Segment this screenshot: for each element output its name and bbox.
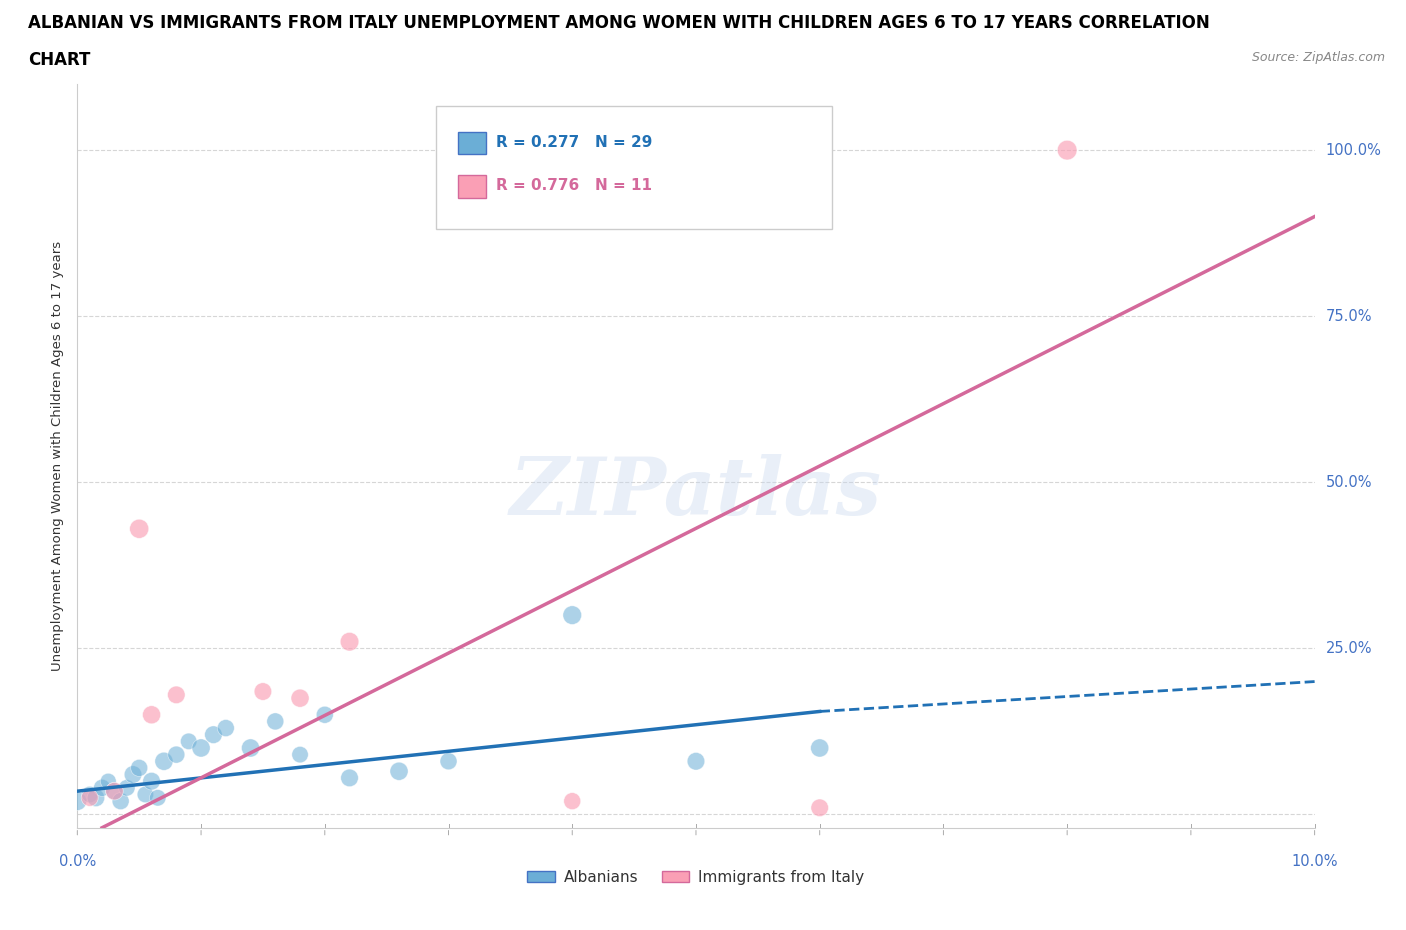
- Point: [146, 790, 169, 805]
- Point: [134, 787, 156, 802]
- Text: CHART: CHART: [28, 51, 90, 69]
- Text: 0.0%: 0.0%: [59, 855, 96, 870]
- Legend: Albanians, Immigrants from Italy: Albanians, Immigrants from Italy: [522, 864, 870, 891]
- Point: [97, 774, 120, 789]
- Point: [202, 727, 225, 742]
- Point: [79, 787, 101, 802]
- Text: ZIPatlas: ZIPatlas: [510, 454, 882, 532]
- Point: [103, 784, 125, 799]
- Point: [141, 774, 163, 789]
- Point: [215, 721, 238, 736]
- Point: [339, 634, 361, 649]
- Point: [808, 801, 831, 816]
- Text: 50.0%: 50.0%: [1326, 475, 1372, 490]
- Text: R = 0.277   N = 29: R = 0.277 N = 29: [495, 135, 652, 150]
- Text: 100.0%: 100.0%: [1326, 142, 1382, 157]
- Point: [103, 784, 125, 799]
- Point: [264, 714, 287, 729]
- FancyBboxPatch shape: [458, 132, 485, 154]
- Text: ALBANIAN VS IMMIGRANTS FROM ITALY UNEMPLOYMENT AMONG WOMEN WITH CHILDREN AGES 6 : ALBANIAN VS IMMIGRANTS FROM ITALY UNEMPL…: [28, 14, 1211, 32]
- Point: [165, 747, 187, 762]
- Point: [561, 793, 583, 808]
- Point: [437, 754, 460, 769]
- Point: [128, 761, 150, 776]
- Text: 10.0%: 10.0%: [1291, 855, 1339, 870]
- Point: [165, 687, 187, 702]
- Text: 25.0%: 25.0%: [1326, 641, 1372, 656]
- Point: [808, 740, 831, 755]
- Point: [314, 708, 336, 723]
- Y-axis label: Unemployment Among Women with Children Ages 6 to 17 years: Unemployment Among Women with Children A…: [51, 241, 65, 671]
- Point: [288, 691, 311, 706]
- Point: [128, 522, 150, 537]
- Point: [110, 793, 132, 808]
- Point: [239, 740, 262, 755]
- Point: [91, 780, 114, 795]
- Point: [79, 790, 101, 805]
- FancyBboxPatch shape: [458, 175, 485, 197]
- Point: [252, 684, 274, 699]
- Text: Source: ZipAtlas.com: Source: ZipAtlas.com: [1251, 51, 1385, 64]
- Point: [339, 770, 361, 785]
- FancyBboxPatch shape: [436, 106, 832, 229]
- Point: [122, 767, 145, 782]
- Text: R = 0.776   N = 11: R = 0.776 N = 11: [495, 179, 651, 193]
- Point: [685, 754, 707, 769]
- Point: [66, 793, 89, 808]
- Point: [1056, 142, 1078, 157]
- Text: 75.0%: 75.0%: [1326, 309, 1372, 324]
- Point: [141, 708, 163, 723]
- Point: [561, 607, 583, 622]
- Point: [388, 764, 411, 778]
- Point: [177, 734, 200, 749]
- Point: [84, 790, 107, 805]
- Point: [288, 747, 311, 762]
- Point: [190, 740, 212, 755]
- Point: [153, 754, 176, 769]
- Point: [115, 780, 138, 795]
